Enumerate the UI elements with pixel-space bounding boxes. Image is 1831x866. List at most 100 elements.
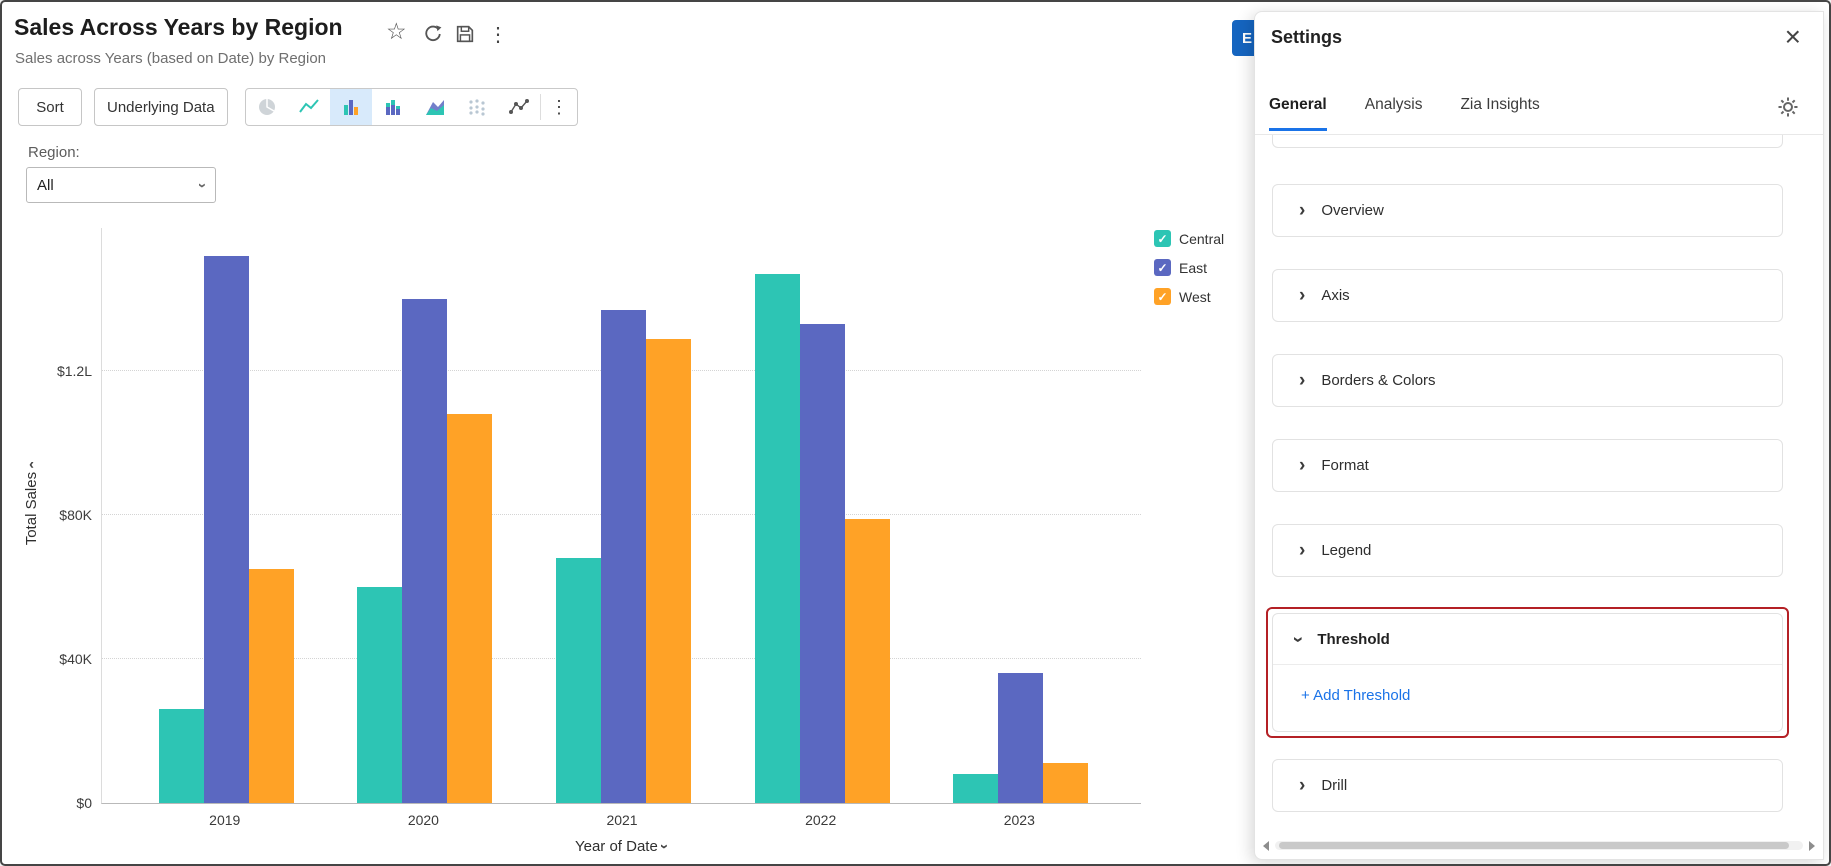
page-subtitle: Sales across Years (based on Date) by Re… [15, 50, 327, 67]
bar-central-2022[interactable] [754, 274, 800, 803]
section-drill[interactable]: › Drill [1272, 759, 1783, 812]
legend-item-central[interactable]: ✓ Central [1154, 230, 1224, 247]
bar-group-2021 [556, 310, 692, 803]
region-filter-dropdown[interactable]: All › [26, 167, 216, 203]
section-threshold: › Threshold + Add Threshold [1272, 613, 1783, 732]
x-axis-label-2019: 2019 [209, 812, 241, 828]
tab-general[interactable]: General [1269, 86, 1327, 131]
bar-east-2023[interactable] [998, 673, 1044, 803]
x-axis-chevron-icon: › [656, 844, 673, 849]
tabs-divider [1255, 134, 1823, 135]
x-axis-title-label: Year of Date [574, 838, 658, 855]
sort-button[interactable]: Sort [18, 88, 82, 126]
tab-analysis[interactable]: Analysis [1365, 86, 1423, 131]
y-axis-title[interactable]: Total Sales › [23, 424, 43, 584]
x-axis-title[interactable]: Year of Date › [101, 838, 1141, 855]
section-axis[interactable]: › Axis [1272, 269, 1783, 322]
bar-central-2021[interactable] [556, 558, 602, 803]
section-label: Legend [1321, 542, 1372, 559]
refresh-icon[interactable] [422, 23, 444, 45]
scrollbar-thumb[interactable] [1279, 842, 1789, 849]
bar-group-2019 [158, 256, 294, 803]
legend-item-east[interactable]: ✓ East [1154, 259, 1224, 276]
y-axis-chevron-icon: › [29, 456, 34, 474]
scrollbar-track[interactable] [1275, 841, 1803, 850]
legend-label: West [1179, 288, 1211, 305]
bar-west-2021[interactable] [646, 339, 692, 803]
bar-central-2019[interactable] [158, 709, 204, 803]
x-axis-label-2022: 2022 [805, 812, 837, 828]
bar-west-2023[interactable] [1043, 763, 1089, 803]
add-threshold-link[interactable]: + Add Threshold [1301, 686, 1411, 704]
edit-button-label: E [1242, 29, 1253, 47]
bar-central-2020[interactable] [357, 587, 403, 803]
settings-sections: › Overview › Axis › Borders & Colors › F… [1255, 135, 1823, 859]
section-label: Format [1321, 457, 1369, 474]
bar-group-2020 [357, 299, 493, 803]
page-title: Sales Across Years by Region [14, 14, 343, 40]
section-overview[interactable]: › Overview [1272, 184, 1783, 237]
scrolled-card-edge [1272, 135, 1783, 148]
save-icon[interactable] [454, 23, 476, 45]
stacked-bar-chart-icon[interactable] [372, 89, 414, 125]
section-label: Overview [1321, 202, 1384, 219]
scatter-plot-icon[interactable] [456, 89, 498, 125]
star-icon[interactable]: ☆ [386, 18, 407, 44]
bar-central-2023[interactable] [953, 774, 999, 803]
settings-tabs: General Analysis Zia Insights [1269, 86, 1540, 131]
legend-label: East [1179, 259, 1208, 276]
y-axis-title-label: Total Sales [23, 471, 40, 546]
chevron-down-icon: › [1287, 635, 1309, 643]
bar-east-2021[interactable] [601, 310, 647, 803]
gear-icon[interactable] [1777, 96, 1799, 118]
bubble-chart-icon[interactable] [498, 89, 540, 125]
chart-types-more-icon[interactable]: ⋮ [550, 96, 568, 117]
bar-west-2022[interactable] [844, 519, 890, 803]
x-axis-labels: 2019 2020 2021 2022 2023 [2, 812, 1252, 832]
line-chart-icon[interactable] [288, 89, 330, 125]
horizontal-scrollbar[interactable] [1263, 839, 1815, 852]
tab-zia-insights[interactable]: Zia Insights [1460, 86, 1539, 131]
west-checkbox[interactable]: ✓ [1154, 288, 1171, 305]
section-legend[interactable]: › Legend [1272, 524, 1783, 577]
bar-east-2019[interactable] [203, 256, 249, 803]
chevron-right-icon: › [1299, 455, 1306, 476]
legend-label: Central [1179, 230, 1225, 247]
grouped-bar-chart-icon[interactable] [330, 89, 372, 125]
section-threshold-header[interactable]: › Threshold [1273, 614, 1782, 665]
title-more-options-icon[interactable]: ⋮ [488, 24, 508, 46]
chart-legend: ✓ Central ✓ East ✓ West [1154, 230, 1224, 317]
scroll-left-icon[interactable] [1263, 840, 1269, 851]
chevron-right-icon: › [1299, 200, 1306, 221]
sort-button-label: Sort [36, 98, 64, 116]
central-checkbox[interactable]: ✓ [1154, 230, 1171, 247]
section-borders-colors[interactable]: › Borders & Colors [1272, 354, 1783, 407]
east-checkbox[interactable]: ✓ [1154, 259, 1171, 276]
section-label: Borders & Colors [1321, 372, 1436, 389]
close-icon[interactable]: × [1784, 21, 1801, 52]
legend-item-west[interactable]: ✓ West [1154, 288, 1224, 305]
section-format[interactable]: › Format [1272, 439, 1783, 492]
chevron-right-icon: › [1299, 285, 1306, 306]
bar-group-2023 [953, 673, 1089, 803]
y-tick-label: $1.2L [56, 363, 92, 379]
bar-east-2020[interactable] [402, 299, 448, 803]
pie-chart-icon[interactable] [246, 89, 288, 125]
chevron-right-icon: › [1299, 370, 1306, 391]
section-label: Drill [1321, 777, 1348, 794]
scroll-right-icon[interactable] [1809, 840, 1815, 851]
area-chart-icon[interactable] [414, 89, 456, 125]
settings-panel: Settings × General Analysis Zia Insights [1254, 11, 1824, 860]
threshold-body: + Add Threshold [1273, 665, 1782, 725]
bar-west-2019[interactable] [248, 569, 294, 803]
bar-east-2022[interactable] [799, 324, 845, 803]
underlying-data-button[interactable]: Underlying Data [94, 88, 228, 126]
y-tick-label: $40K [59, 651, 92, 667]
chevron-down-icon: › [194, 182, 211, 188]
x-axis-label-2020: 2020 [407, 812, 439, 828]
tab-label: Analysis [1364, 96, 1423, 113]
bar-west-2020[interactable] [447, 414, 493, 803]
x-axis-label-2023: 2023 [1003, 812, 1035, 828]
y-tick-label: $80K [59, 507, 92, 523]
